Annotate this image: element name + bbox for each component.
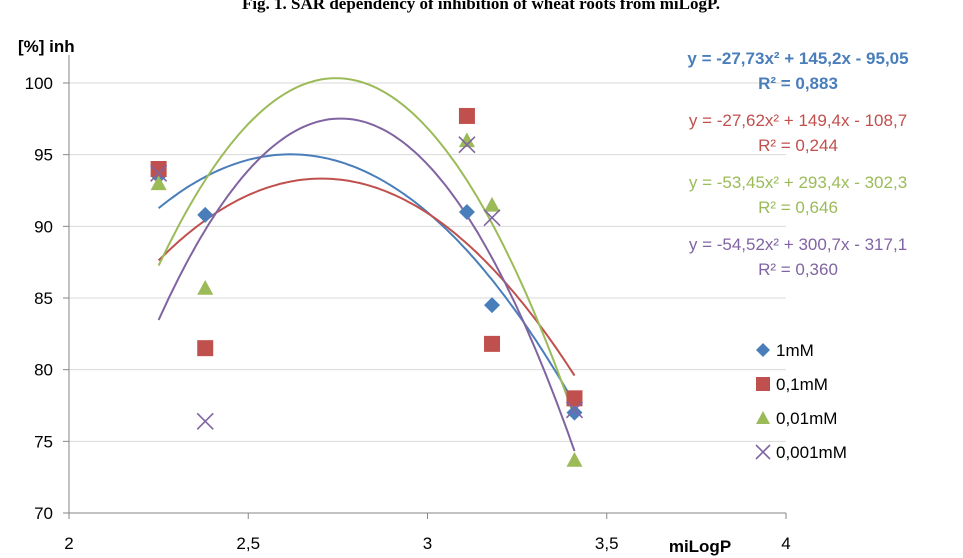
data-point (197, 340, 214, 357)
legend-entry: 1mM (776, 341, 814, 360)
data-point-stroke (483, 209, 501, 227)
grid-lines (69, 82, 786, 514)
data-point (756, 411, 770, 424)
data-point (150, 164, 168, 182)
trend-r2: R² = 0,646 (758, 198, 838, 217)
x-axis-label: miLogP (669, 537, 731, 556)
data-point (197, 279, 214, 295)
x-tick-label: 3,5 (595, 534, 619, 553)
trend-equations: y = -27,73x² + 145,2x - 95,05 R² = 0,883 y… (687, 49, 908, 279)
data-point-stroke (458, 136, 476, 154)
data-point (150, 161, 167, 177)
y-tick-label: 90 (34, 217, 53, 236)
legend-entry: 0,001mM (776, 443, 847, 462)
data-point (756, 377, 770, 391)
data-point-stroke (150, 164, 168, 182)
data-point (483, 209, 501, 227)
data-point (458, 107, 475, 124)
trend-r2: R² = 0,360 (758, 260, 838, 279)
trendline (157, 177, 576, 377)
data-point-stroke (196, 412, 214, 430)
y-tick-label: 80 (34, 361, 53, 380)
x-tick-label: 2,5 (236, 534, 260, 553)
data-point (484, 335, 501, 352)
legend-entry: 0,01mM (776, 409, 837, 428)
trendline (157, 77, 576, 418)
x-tick-label: 2 (64, 534, 73, 553)
trendlines (157, 77, 576, 452)
data-point (484, 297, 501, 314)
trend-r2: R² = 0,883 (758, 74, 838, 93)
data-point (196, 412, 214, 430)
data-point-stroke (565, 401, 584, 419)
tick-labels: 2 2,5 3 3,5 4 70 75 80 85 90 95 100 (25, 74, 791, 553)
data-point (197, 206, 214, 223)
chart-title: Fig. 1. SAR dependency of inhibition of … (242, 0, 720, 13)
data-point (484, 196, 501, 212)
trend-equation: y = -54,52x² + 300,7x - 317,1 (689, 235, 907, 254)
y-tick-label: 100 (25, 74, 53, 93)
legend: 1mM 0,1mM 0,01mM 0,001mM (755, 341, 847, 462)
data-point (566, 451, 583, 467)
data-point (756, 343, 770, 357)
trend-equation: y = -27,73x² + 145,2x - 95,05 (687, 49, 908, 68)
data-point (150, 175, 167, 191)
x-tick-label: 3 (423, 534, 432, 553)
y-tick-label: 70 (34, 504, 53, 523)
trend-r2: R² = 0,244 (758, 136, 838, 155)
data-point (458, 132, 475, 148)
y-tick-label: 85 (34, 289, 53, 308)
data-point (565, 401, 584, 419)
data-point-stroke (755, 444, 771, 460)
y-axis-label: [%] inh (18, 37, 75, 56)
data-point (566, 404, 583, 421)
data-point (458, 136, 476, 154)
data-point (566, 390, 583, 407)
data-point (755, 444, 771, 460)
data-point (458, 204, 475, 220)
x-tick-label: 4 (781, 534, 790, 553)
trendline (157, 117, 576, 452)
data-points (150, 107, 584, 467)
y-tick-label: 95 (34, 146, 53, 165)
trend-equation: y = -27,62x² + 149,4x - 108,7 (689, 111, 907, 130)
y-tick-label: 75 (34, 432, 53, 451)
legend-entry: 0,1mM (776, 375, 828, 394)
trend-equation: y = -53,45x² + 293,4x - 302,3 (689, 173, 907, 192)
trendline (157, 153, 576, 405)
